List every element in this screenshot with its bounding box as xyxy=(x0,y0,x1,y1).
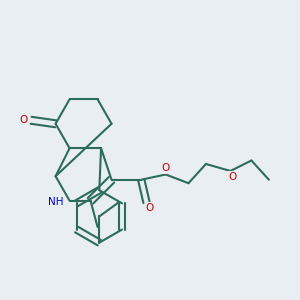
Text: NH: NH xyxy=(48,197,63,208)
Text: O: O xyxy=(146,203,154,213)
Text: O: O xyxy=(228,172,236,182)
Text: O: O xyxy=(161,163,169,173)
Text: O: O xyxy=(19,115,28,125)
